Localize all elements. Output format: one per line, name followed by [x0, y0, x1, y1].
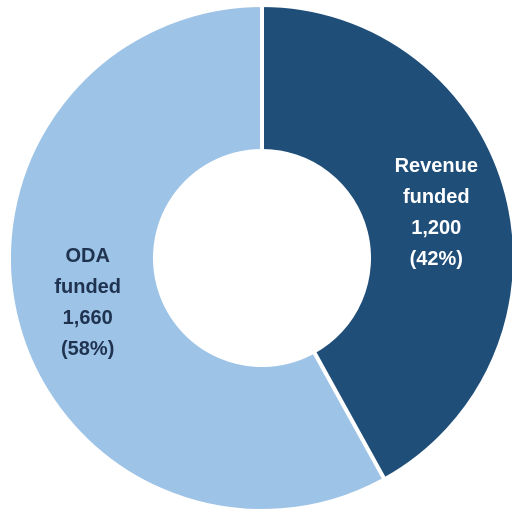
- category-label: ODA funded: [54, 244, 122, 298]
- slice-label: ODA funded 1,660 (58%): [33, 241, 143, 365]
- value-label: 1,660: [62, 306, 113, 329]
- slice-label: Revenue funded 1,200 (42%): [381, 151, 491, 275]
- value-label: 1,200: [411, 217, 462, 239]
- percent-label: (58%): [61, 337, 115, 360]
- slice: [260, 2, 512, 483]
- slice: [7, 2, 388, 512]
- category-label: Revenue funded: [394, 155, 478, 208]
- percent-label: (42%): [409, 248, 463, 270]
